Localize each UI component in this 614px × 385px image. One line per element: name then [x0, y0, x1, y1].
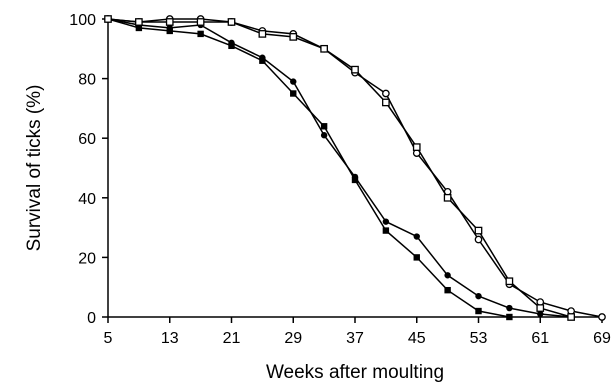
data-point: [474, 226, 483, 235]
data-point: [290, 78, 297, 85]
data-point: [320, 132, 328, 139]
data-point: [536, 304, 545, 312]
x-tick-label: 29: [284, 330, 302, 347]
data-point: [289, 33, 298, 41]
data-point: [197, 30, 204, 38]
axes: 0 20 40 60 80 100 5 13 21 29 37 45 53 61 69: [69, 12, 611, 347]
x-tick-label: 13: [161, 330, 179, 347]
data-point: [227, 18, 236, 26]
data-point: [259, 57, 266, 64]
data-point: [351, 176, 359, 184]
y-tick-label: 60: [78, 131, 96, 148]
series-line: [107, 18, 572, 318]
data-point: [506, 304, 513, 312]
data-point: [382, 98, 390, 107]
data-point: [320, 44, 328, 53]
x-tick-label: 21: [223, 330, 241, 347]
data-point: [413, 233, 420, 240]
data-point: [537, 310, 544, 318]
data-point: [135, 24, 143, 32]
y-axis-title: Survival of ticks (%): [24, 85, 45, 252]
data-point: [444, 272, 451, 279]
data-point: [320, 123, 328, 130]
data-point: [444, 286, 451, 294]
series-line: [107, 18, 572, 318]
data-point: [443, 193, 452, 202]
data-point: [165, 18, 174, 26]
series-layer: [104, 15, 606, 321]
x-tick-label: 37: [346, 330, 364, 347]
x-axis-title: Weeks after moulting: [266, 362, 444, 383]
x-tick-label: 45: [408, 330, 426, 347]
data-point: [412, 143, 421, 151]
data-point: [135, 18, 143, 26]
series-open-square: [104, 15, 575, 321]
series-open-circle: [104, 15, 606, 321]
data-point: [104, 15, 112, 23]
data-point: [474, 235, 483, 244]
data-point: [258, 30, 267, 38]
data-point: [196, 18, 205, 26]
data-point: [475, 292, 482, 300]
series-line: [107, 18, 603, 318]
data-point: [382, 227, 390, 234]
data-point: [598, 313, 606, 321]
y-tick-label: 40: [78, 191, 96, 208]
data-point: [166, 27, 173, 35]
data-point: [506, 313, 513, 321]
data-point: [382, 218, 390, 225]
data-point: [475, 307, 482, 315]
data-point: [505, 277, 514, 286]
series-filled-square: [104, 15, 513, 321]
x-tick-label: 53: [470, 330, 488, 347]
data-point: [228, 42, 235, 50]
data-point: [382, 89, 390, 98]
data-point: [413, 254, 420, 261]
x-tick-label: 69: [593, 330, 611, 347]
data-point: [290, 90, 297, 97]
data-point: [567, 313, 575, 321]
x-tick-label: 5: [104, 330, 113, 347]
y-tick-label: 100: [69, 12, 96, 29]
y-tick-label: 20: [78, 250, 96, 267]
y-tick-label: 80: [78, 72, 96, 89]
data-point: [351, 65, 359, 74]
y-tick-label: 0: [87, 310, 96, 327]
x-tick-label: 61: [531, 330, 549, 347]
series-line: [107, 18, 510, 318]
